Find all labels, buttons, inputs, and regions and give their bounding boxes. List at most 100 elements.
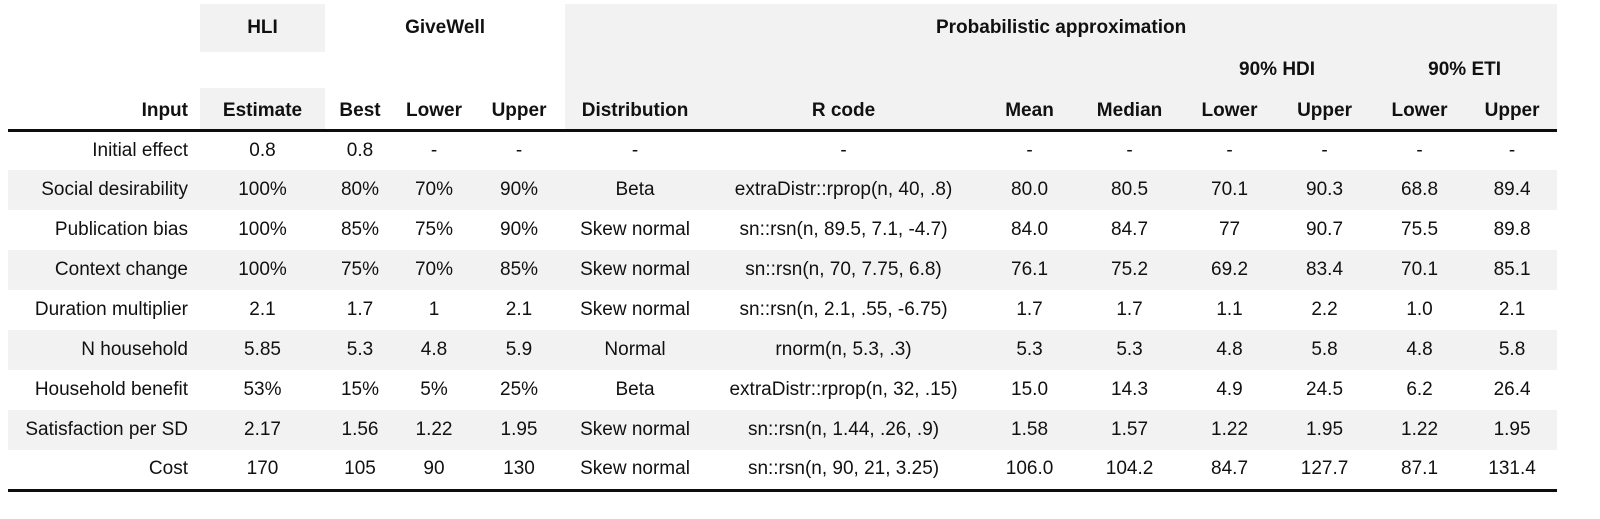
cell-value: 84.7: [1211, 458, 1249, 480]
column-header-mean: Mean: [982, 88, 1078, 130]
cell-value: 2.1: [249, 299, 276, 320]
table-row: Duration multiplier 2.1 1.7 1 2.1 Skew normal…: [8, 290, 1557, 330]
row-label: N household: [81, 339, 188, 360]
group-header-row: HLI GiveWell Probabilistic approximation: [8, 4, 1558, 52]
group-header-probabilistic: Probabilistic approximation: [565, 4, 1558, 52]
table-row: Household benefit 53% 15% 5% 25% Beta extraDis…: [8, 370, 1557, 410]
cell-value: 4.8: [1406, 339, 1433, 360]
cell-value: 1.95: [1493, 419, 1531, 440]
cell-value: 0.8: [249, 139, 276, 161]
table-row: N household 5.85 5.3 4.8 5.9 Normal rnorm(n, 5…: [8, 330, 1558, 370]
cell-value: 100%: [238, 219, 287, 240]
cell-value: Skew normal: [580, 219, 690, 240]
cell-value: 89.4: [1493, 179, 1531, 200]
cell-value: rnorm(n, 5.3, .3): [775, 339, 912, 360]
cell-value: 1.7: [1116, 299, 1143, 320]
cell-value: 5.3: [1016, 339, 1043, 360]
group-header-90-hdi: 90% HDI: [1182, 52, 1373, 88]
cell-value: 70.1: [1401, 259, 1439, 280]
cell-value: 70%: [414, 259, 454, 280]
column-header-hdi-lower: Lower: [1182, 88, 1278, 130]
cell-value: -: [1126, 139, 1133, 161]
cell-value: 1.0: [1406, 299, 1433, 320]
cell-value: Skew normal: [580, 419, 690, 440]
column-header-distribution: Distribution: [565, 88, 706, 130]
cell-value: Skew normal: [580, 299, 690, 320]
cell-value: 5.3: [1116, 339, 1143, 360]
cell-value: Beta: [615, 179, 655, 200]
cell-value: 53%: [243, 379, 282, 400]
cell-value: 105: [344, 458, 376, 480]
cell-value: 75%: [340, 259, 380, 280]
row-label: Household benefit: [34, 379, 188, 400]
cell-value: -: [1226, 139, 1233, 161]
cell-value: extraDistr::rprop(n, 40, .8): [734, 179, 953, 200]
cell-value: 1.1: [1216, 299, 1243, 320]
cell-value: 76.1: [1011, 259, 1049, 280]
cell-value: 75.5: [1401, 219, 1439, 240]
column-header-eti-lower: Lower: [1372, 88, 1468, 130]
cell-value: 75%: [414, 219, 454, 240]
cell-value: 1.95: [1306, 419, 1344, 440]
spacer-cell: [8, 52, 565, 88]
cell-value: Skew normal: [580, 458, 690, 480]
cell-value: sn::rsn(n, 90, 21, 3.25): [747, 458, 940, 480]
cell-value: 130: [503, 458, 535, 480]
cell-value: 90%: [500, 179, 539, 200]
cell-value: 80%: [340, 179, 380, 200]
cell-value: 0.8: [346, 139, 374, 161]
cell-value: Beta: [615, 379, 655, 400]
cell-value: 26.4: [1493, 379, 1531, 400]
row-label: Social desirability: [41, 179, 188, 200]
column-header-upper: Upper: [491, 99, 547, 121]
cell-value: 106.0: [1005, 458, 1054, 480]
column-header-hdi-upper: Upper: [1277, 88, 1373, 130]
cell-value: 80.0: [1011, 179, 1049, 200]
cell-value: 70%: [414, 179, 454, 200]
row-label: Duration multiplier: [34, 299, 188, 320]
table-row: Initial effect 0.8 0.8 - - - - - - - - - -: [8, 130, 1557, 170]
cell-value: -: [631, 139, 639, 161]
inputs-comparison-table: HLI GiveWell Probabilistic approximation…: [8, 4, 1558, 492]
cell-value: 14.3: [1111, 379, 1149, 400]
table-row: Social desirability 100% 80% 70% 90% Beta extr…: [8, 170, 1558, 210]
group-header-givewell: GiveWell: [405, 17, 485, 38]
cell-value: 1.7: [346, 299, 374, 320]
cell-value: 1.57: [1111, 419, 1149, 440]
cell-value: Skew normal: [580, 259, 690, 280]
cell-value: 5%: [420, 379, 448, 400]
cell-value: 85%: [500, 259, 539, 280]
column-header-estimate: Estimate: [200, 88, 325, 130]
column-header-eti-upper: Upper: [1467, 88, 1558, 130]
cell-value: 4.8: [420, 339, 448, 360]
cell-value: sn::rsn(n, 89.5, 7.1, -4.7): [739, 219, 948, 240]
cell-value: 2.17: [244, 419, 281, 440]
cell-value: Normal: [604, 339, 666, 360]
column-header-input: Input: [141, 99, 188, 121]
cell-value: 1: [428, 299, 440, 320]
table-row: Cost 170 105 90 130 Skew normal sn::rsn(n, 90,…: [8, 450, 1557, 490]
table-row: Satisfaction per SD 2.17 1.56 1.22 1.95 Skew …: [8, 410, 1558, 450]
column-header-r-code: R code: [705, 88, 983, 130]
table-row: Publication bias 100% 85% 75% 90% Skew normal…: [8, 210, 1557, 250]
column-header-median: Median: [1077, 88, 1183, 130]
column-header-best: Best: [339, 99, 381, 121]
cell-value: 15.0: [1011, 379, 1049, 400]
cell-value: 90%: [500, 219, 539, 240]
cell-value: -: [840, 139, 847, 161]
row-label: Initial effect: [92, 139, 188, 161]
cell-value: 84.0: [1011, 219, 1049, 240]
table-body: Initial effect 0.8 0.8 - - - - - - - - - - Social des…: [8, 130, 1558, 490]
cell-value: 2.2: [1311, 299, 1338, 320]
cell-value: 100%: [238, 259, 287, 280]
cell-value: sn::rsn(n, 70, 7.75, 6.8): [745, 259, 942, 280]
cell-value: 85%: [340, 219, 380, 240]
group-header-hli: HLI: [200, 4, 325, 52]
cell-value: 90: [423, 458, 445, 480]
cell-value: 24.5: [1306, 379, 1344, 400]
cell-value: 131.4: [1488, 458, 1536, 480]
column-header-lower: Lower: [406, 99, 462, 121]
cell-value: 1.22: [1401, 419, 1439, 440]
cell-value: 5.8: [1311, 339, 1338, 360]
cell-value: 5.9: [505, 339, 533, 360]
